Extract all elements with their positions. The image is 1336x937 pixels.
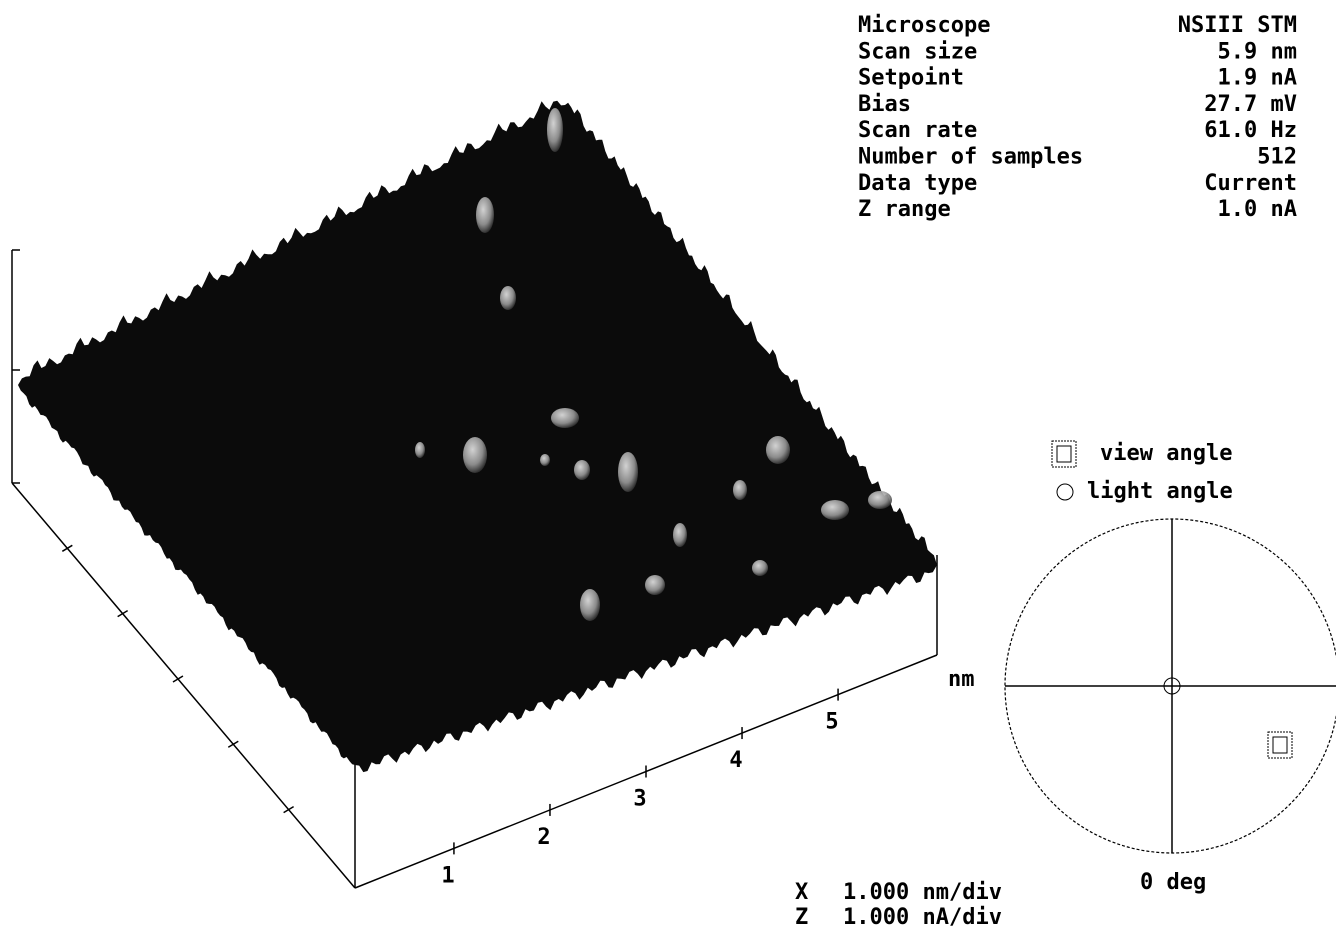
highlight xyxy=(547,108,563,152)
param-label: Scan rate xyxy=(858,118,977,143)
axis-tick xyxy=(228,741,238,747)
axis-tick-label: 1 xyxy=(441,863,454,888)
highlight xyxy=(580,589,600,621)
legend-view: view angle xyxy=(1100,441,1232,466)
highlight xyxy=(540,454,550,466)
highlight xyxy=(752,560,768,576)
axis-tick xyxy=(173,676,183,682)
highlight xyxy=(551,408,579,428)
param-value: 61.0 Hz xyxy=(1204,118,1297,143)
surface xyxy=(18,101,937,772)
axis-tick-label: 4 xyxy=(729,748,742,773)
param-value: 27.7 mV xyxy=(1204,92,1297,117)
param-value: NSIII STM xyxy=(1178,13,1297,38)
scale-x-value: 1.000 nm/div xyxy=(843,880,1002,905)
param-label: Scan size xyxy=(858,39,977,64)
highlight xyxy=(618,452,638,492)
axis-tick-label: 5 xyxy=(825,710,838,735)
highlight xyxy=(574,460,590,480)
stm-view: view angle light angle 0 deg nm X 1.000 … xyxy=(0,0,1336,933)
highlight xyxy=(766,436,790,464)
param-value: 1.0 nA xyxy=(1218,197,1297,222)
highlight xyxy=(645,575,665,595)
scale-z-value: 1.000 nA/div xyxy=(843,905,1002,930)
param-label: Number of samples xyxy=(858,145,1083,170)
highlight xyxy=(821,500,849,520)
param-label: Data type xyxy=(858,171,977,196)
axis-tick-label: 2 xyxy=(537,825,550,850)
param-value: 1.9 nA xyxy=(1218,66,1297,91)
axis-tick-label: 3 xyxy=(633,787,646,812)
param-value: 5.9 nm xyxy=(1218,39,1297,64)
param-label: Z range xyxy=(858,197,951,222)
param-label: Setpoint xyxy=(858,66,964,91)
axis-unit: nm xyxy=(948,667,975,692)
axis-tick xyxy=(62,545,72,551)
highlight xyxy=(463,437,487,473)
axis-tick xyxy=(118,611,128,617)
axis-tick xyxy=(284,807,294,813)
highlight xyxy=(500,286,516,310)
scale-z-label: Z xyxy=(795,905,808,930)
highlight xyxy=(415,442,425,458)
scale-x-label: X xyxy=(795,880,808,905)
highlight xyxy=(733,480,747,500)
highlight xyxy=(476,197,494,233)
legend-angle: 0 deg xyxy=(1140,870,1206,895)
param-label: Bias xyxy=(858,92,911,117)
highlight xyxy=(673,523,687,547)
highlight xyxy=(868,491,892,509)
param-value: 512 xyxy=(1257,145,1297,170)
param-label: Microscope xyxy=(858,13,990,38)
param-value: Current xyxy=(1204,171,1297,196)
legend-light: light angle xyxy=(1087,479,1233,504)
